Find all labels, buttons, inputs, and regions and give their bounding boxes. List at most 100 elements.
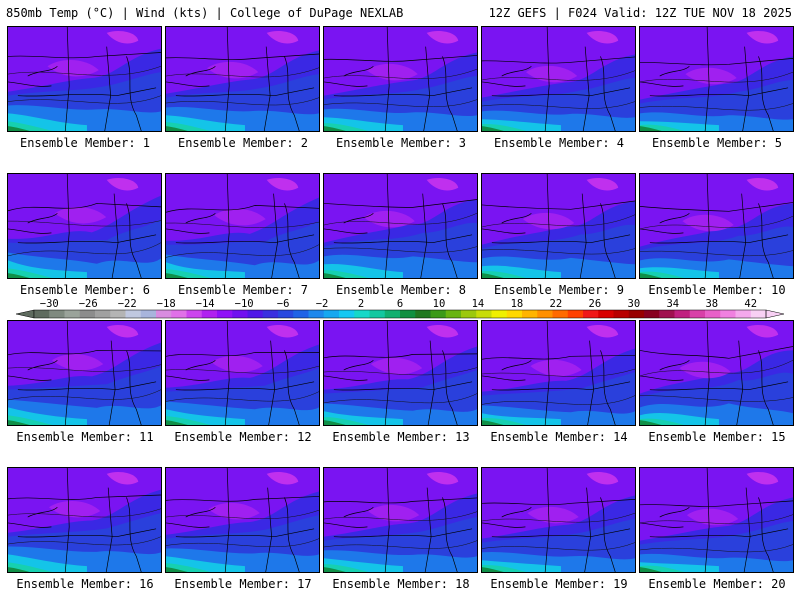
ensemble-member-label: Ensemble Member: 8 [335,283,467,297]
colorbar-swatch [674,310,691,318]
ensemble-member-map [7,26,162,132]
valid-time: 12Z GEFS | F024 Valid: 12Z TUE NOV 18 20… [488,6,792,20]
colorbar-swatch [64,310,81,318]
ensemble-member-label: Ensemble Member: 5 [651,136,783,150]
colorbar-swatch [705,310,721,318]
ensemble-member-map [481,173,636,279]
colorbar-swatch [613,310,630,318]
colorbar-swatch [201,310,218,318]
colorbar-swatch [95,310,111,318]
ensemble-member-map [639,26,794,132]
colorbar-swatch [140,310,157,318]
colorbar-swatch [247,310,264,318]
colorbar-tick-label: 10 [433,298,446,310]
colorbar-swatch [750,310,767,318]
ensemble-member-map [165,320,320,426]
ensemble-member-label: Ensemble Member: 18 [332,577,470,591]
ensemble-member-label: Ensemble Member: 19 [490,577,628,591]
ensemble-member-map [639,173,794,279]
ensemble-member-label: Ensemble Member: 13 [332,430,470,444]
ensemble-member-label: Ensemble Member: 12 [174,430,312,444]
colorbar-tick-label: 22 [550,298,563,310]
colorbar-swatch [278,310,294,318]
ensemble-member-map [323,26,478,132]
colorbar-tick-label: −18 [157,298,176,310]
colorbar-swatch [522,310,538,318]
ensemble-member-label: Ensemble Member: 14 [490,430,628,444]
colorbar-swatch [506,310,523,318]
colorbar-tick-label: 34 [666,298,679,310]
ensemble-member-label: Ensemble Member: 17 [174,577,312,591]
ensemble-member-map [481,320,636,426]
colorbar-tick-label: 30 [628,298,641,310]
colorbar-swatch [537,310,553,318]
colorbar-swatch [491,310,508,318]
colorbar-tick-label: 26 [589,298,602,310]
colorbar-swatch [34,310,50,318]
ensemble-member-map [165,173,320,279]
ensemble-member-map [7,320,162,426]
colorbar-swatch [171,310,187,318]
ensemble-member-label: Ensemble Member: 20 [648,577,786,591]
colorbar-tick-label: 2 [358,298,364,310]
colorbar-swatch [628,310,645,318]
ensemble-member-map [639,467,794,573]
colorbar-swatch [552,310,569,318]
colorbar-swatch [461,310,477,318]
colorbar-swatch [476,310,492,318]
colorbar-swatch [369,310,386,318]
colorbar-swatch [659,310,675,318]
ensemble-member-map [323,320,478,426]
colorbar-swatch [583,310,599,318]
ensemble-member-map [165,467,320,573]
colorbar-swatch [384,310,401,318]
ensemble-member-label: Ensemble Member: 4 [493,136,625,150]
ensemble-member-map [639,320,794,426]
temperature-colorbar: −30 −26 −22 −18 −14 −10 −6 −2 2 6 10 14 18 22 26 30 34 38… [15,298,785,319]
colorbar-swatch [689,310,706,318]
colorbar-tick-label: −30 [40,298,59,310]
colorbar-tick-label: 38 [705,298,718,310]
ensemble-member-label: Ensemble Member: 7 [177,283,309,297]
ensemble-member-map [7,467,162,573]
colorbar-swatch [217,310,233,318]
colorbar-tick-label: 42 [744,298,757,310]
ensemble-member-label: Ensemble Member: 1 [19,136,151,150]
product-title: 850mb Temp (°C) | Wind (kts) | College o… [6,6,404,20]
colorbar-swatch [339,310,355,318]
colorbar-tick-label: 14 [472,298,485,310]
ensemble-member-label: Ensemble Member: 11 [16,430,154,444]
ensemble-member-label: Ensemble Member: 16 [16,577,154,591]
colorbar-swatch [156,310,172,318]
colorbar-swatch [262,310,279,318]
ensemble-member-label: Ensemble Member: 15 [648,430,786,444]
colorbar-swatch [354,310,370,318]
colorbar-tick-label: 6 [397,298,403,310]
colorbar-swatch [232,310,248,318]
colorbar-tick-label: −6 [277,298,290,310]
ensemble-member-map [481,26,636,132]
colorbar-swatch [125,310,142,318]
colorbar-swatch [720,310,736,318]
colorbar-swatch [110,310,126,318]
colorbar-swatch [598,310,614,318]
colorbar-swatch [567,310,584,318]
ensemble-member-map [323,467,478,573]
colorbar-swatch [293,310,309,318]
colorbar-swatch [308,310,325,318]
ensemble-member-label: Ensemble Member: 2 [177,136,309,150]
colorbar-tick-label: −10 [235,298,254,310]
colorbar-arrow-low [15,309,35,319]
ensemble-member-label: Ensemble Member: 10 [648,283,786,297]
colorbar-tick-label: −26 [79,298,98,310]
ensemble-member-label: Ensemble Member: 9 [493,283,625,297]
colorbar-tick-label: −14 [196,298,215,310]
colorbar-swatch [415,310,431,318]
ensemble-member-map [7,173,162,279]
ensemble-member-label: Ensemble Member: 3 [335,136,467,150]
colorbar-swatch [186,310,203,318]
ensemble-member-label: Ensemble Member: 6 [19,283,151,297]
ensemble-member-map [481,467,636,573]
colorbar-swatch [79,310,96,318]
colorbar-tick-label: 18 [511,298,524,310]
